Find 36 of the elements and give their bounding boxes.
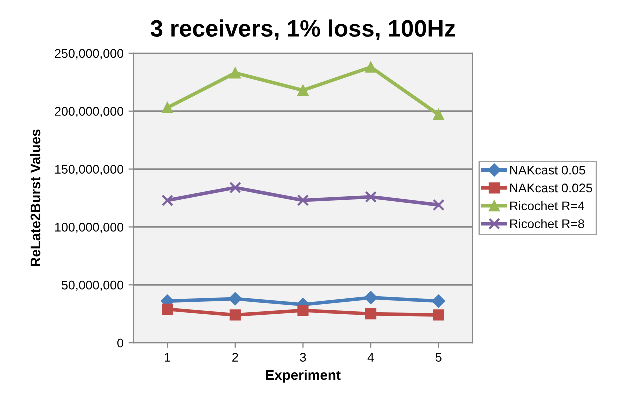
legend-label: NAKcast 0.05 [510,166,586,175]
point [298,305,309,316]
x-tick-label: 3 [300,353,306,362]
point [365,191,377,203]
point [433,310,444,321]
y-tick-label: 250,000,000 [55,49,124,60]
point [162,304,174,315]
point [297,194,310,206]
legend-label: Ricochet R=4 [510,201,585,211]
x-axis-title: Experiment [266,370,341,383]
y-axis-title: ReLate2Burst Values [30,130,41,266]
point [230,310,241,321]
chart-title: 3 receivers, 1% loss, 100Hz [150,20,456,40]
x-tick-label: 5 [436,353,442,362]
legend-label: Ricochet R=8 [510,219,584,228]
point [365,308,377,320]
point [364,291,378,304]
point [365,62,377,73]
point [162,194,174,206]
point [432,294,446,308]
x-tick-label: 2 [232,353,238,362]
point [298,84,309,96]
point [162,102,174,114]
y-tick-label: 150,000,000 [55,165,124,176]
legend-label: NAKcast 0.025 [510,184,592,193]
point [230,182,242,194]
x-tick-label: 4 [368,353,374,362]
point [433,109,444,120]
y-tick-label: 50,000,000 [62,280,124,292]
point [432,199,445,212]
y-tick-label: 200,000,000 [55,107,124,118]
point [230,68,241,79]
y-tick-label: 0 [118,338,124,348]
x-tick-label: 1 [165,353,170,362]
y-tick-label: 100,000,000 [55,223,124,234]
point [228,292,242,306]
